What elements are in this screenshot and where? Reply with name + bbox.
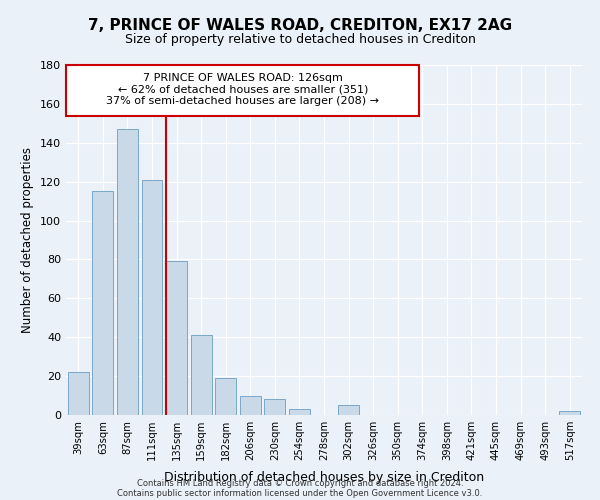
Text: 37% of semi-detached houses are larger (208) →: 37% of semi-detached houses are larger (… <box>106 96 379 106</box>
Bar <box>142 180 163 415</box>
FancyBboxPatch shape <box>66 65 419 116</box>
X-axis label: Distribution of detached houses by size in Crediton: Distribution of detached houses by size … <box>164 472 484 484</box>
Text: 7, PRINCE OF WALES ROAD, CREDITON, EX17 2AG: 7, PRINCE OF WALES ROAD, CREDITON, EX17 … <box>88 18 512 32</box>
Text: Contains HM Land Registry data © Crown copyright and database right 2024.: Contains HM Land Registry data © Crown c… <box>137 478 463 488</box>
Text: ← 62% of detached houses are smaller (351): ← 62% of detached houses are smaller (35… <box>118 84 368 94</box>
Bar <box>117 129 138 415</box>
Bar <box>289 409 310 415</box>
Text: Size of property relative to detached houses in Crediton: Size of property relative to detached ho… <box>125 32 475 46</box>
Text: Contains public sector information licensed under the Open Government Licence v3: Contains public sector information licen… <box>118 488 482 498</box>
Bar <box>215 378 236 415</box>
Bar <box>166 262 187 415</box>
Bar <box>265 400 286 415</box>
Bar <box>559 411 580 415</box>
Text: 7 PRINCE OF WALES ROAD: 126sqm: 7 PRINCE OF WALES ROAD: 126sqm <box>143 72 343 83</box>
Bar <box>338 406 359 415</box>
Bar <box>68 372 89 415</box>
Bar <box>92 192 113 415</box>
Y-axis label: Number of detached properties: Number of detached properties <box>22 147 34 333</box>
Bar <box>191 336 212 415</box>
Bar <box>240 396 261 415</box>
